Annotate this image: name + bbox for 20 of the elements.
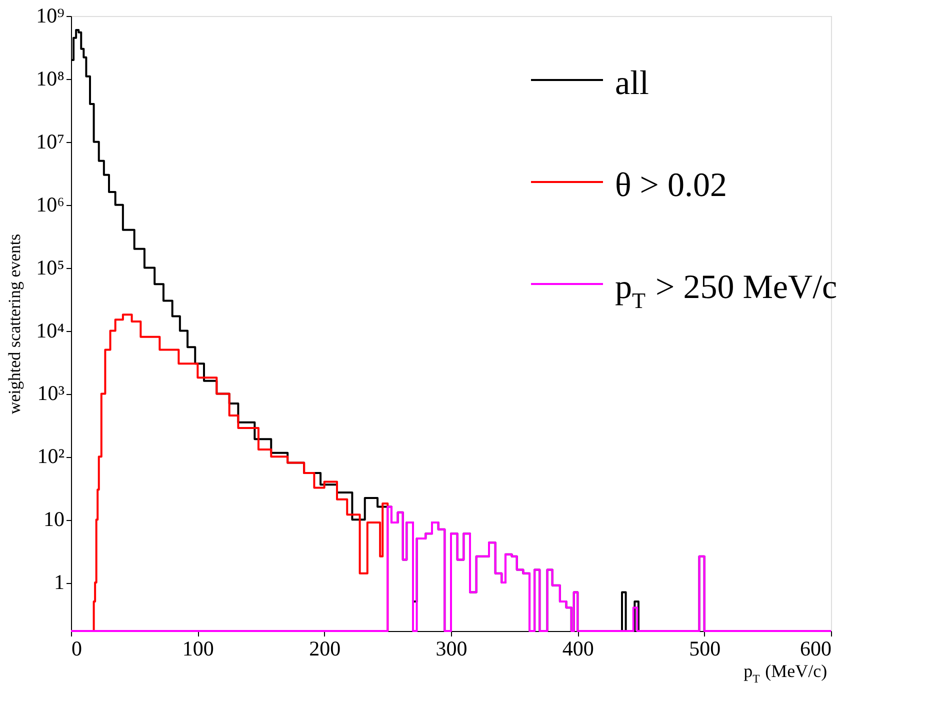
x-tick-label: 500	[689, 636, 721, 660]
x-tick-label: 300	[436, 636, 468, 660]
x-tick-label: 0	[72, 636, 82, 660]
y-tick-label: 1	[54, 570, 64, 594]
x-tick-label: 100	[182, 636, 214, 660]
y-tick-label: 10²	[37, 444, 64, 468]
y-tick-label: 10⁶	[36, 192, 64, 216]
y-axis-title: weighted scattering events	[5, 234, 24, 414]
y-tick-label: 10⁸	[36, 66, 64, 90]
x-tick-label: 600	[800, 636, 832, 660]
x-tick-label: 400	[562, 636, 594, 660]
y-tick-label: 10³	[37, 381, 64, 406]
y-tick-label: 10⁴	[36, 318, 64, 342]
legend-label: θ > 0.02	[615, 167, 727, 204]
y-tick-label: 10	[44, 507, 64, 532]
legend-label: all	[615, 65, 649, 102]
y-tick-label: 10⁹	[36, 4, 64, 28]
y-tick-label: 10⁷	[36, 129, 64, 154]
x-tick-label: 200	[309, 636, 341, 660]
y-tick-label: 10⁵	[36, 255, 64, 280]
